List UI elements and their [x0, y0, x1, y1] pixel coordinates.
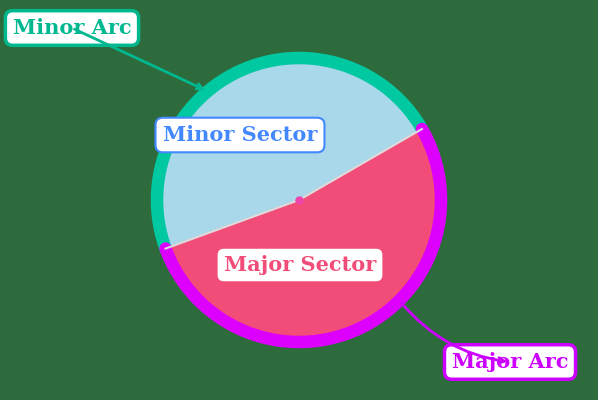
Text: Minor Sector: Minor Sector [163, 125, 317, 145]
Text: Major Arc: Major Arc [451, 352, 568, 372]
Text: Major Sector: Major Sector [224, 255, 376, 275]
Polygon shape [157, 58, 422, 248]
Polygon shape [166, 129, 441, 342]
Text: Minor Arc: Minor Arc [13, 18, 132, 38]
